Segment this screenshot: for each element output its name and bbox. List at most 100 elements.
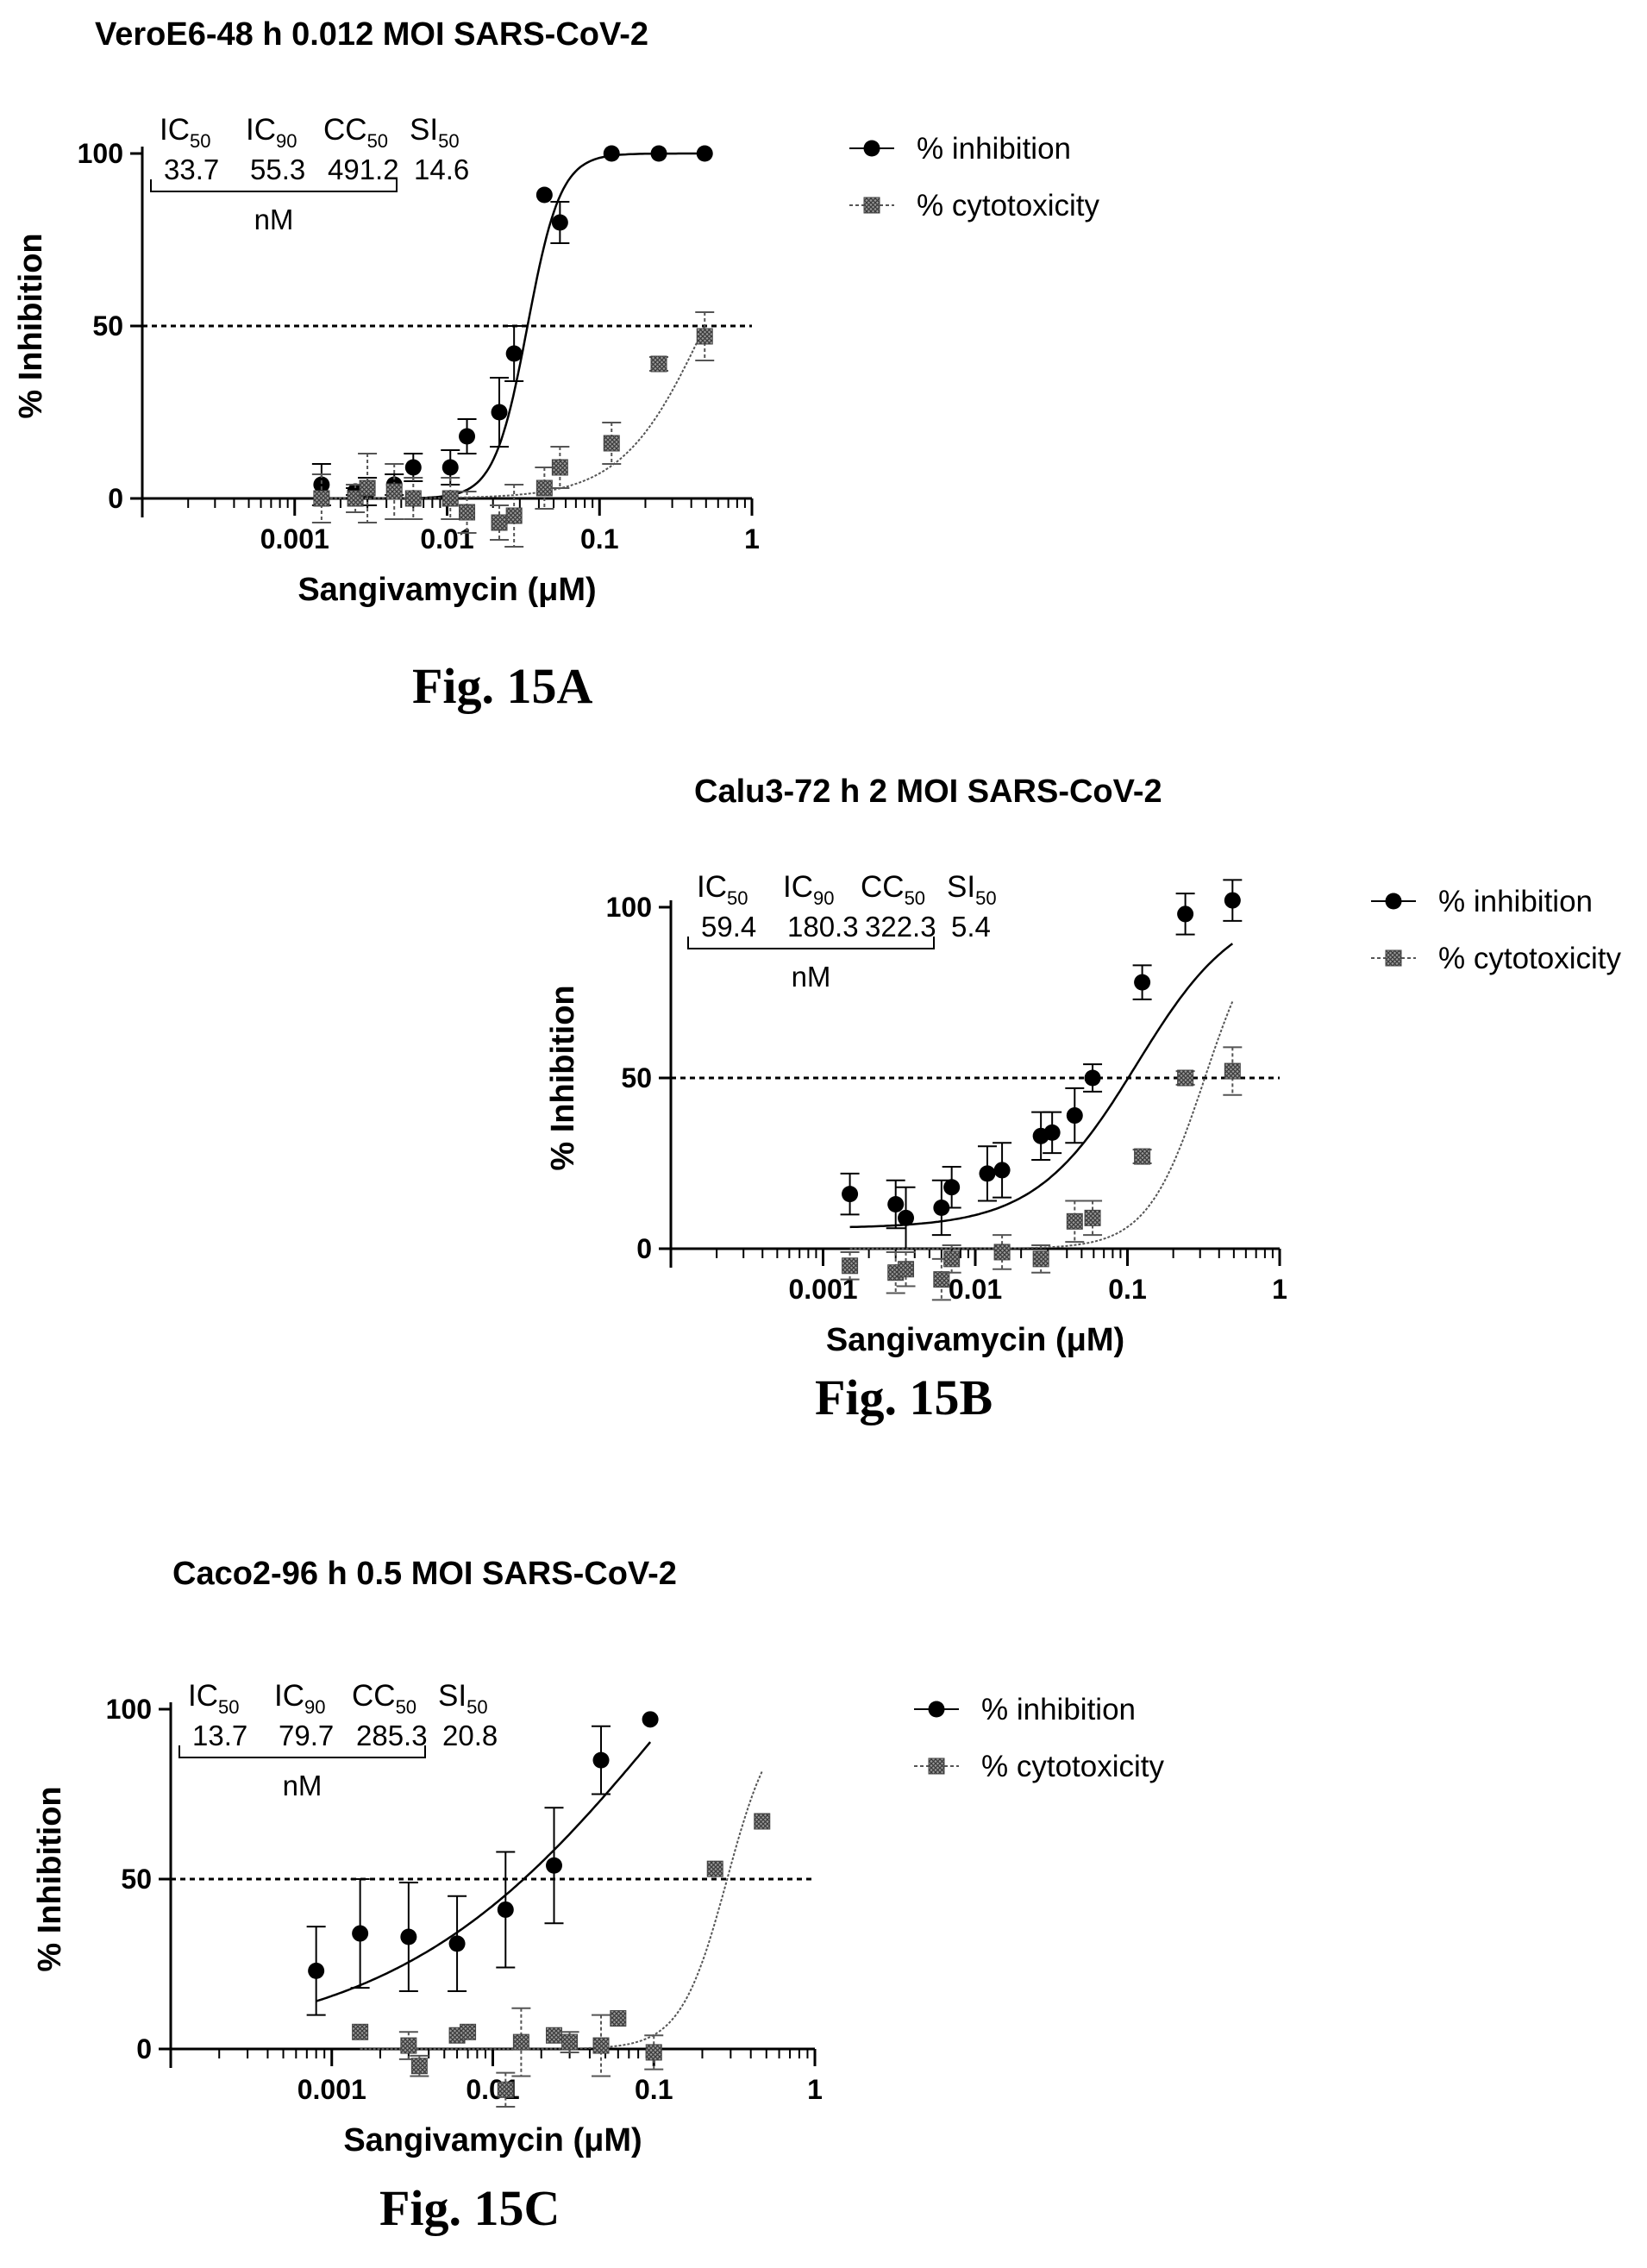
stat-header: CC50 [861, 870, 925, 909]
stat-header: SI50 [438, 1679, 488, 1718]
chart-title: VeroE6-48 h 0.012 MOI SARS-CoV-2 [95, 16, 648, 53]
stat-value: 322.3 [865, 911, 936, 943]
data-point-cytotoxicity [842, 1257, 859, 1275]
legend-marker-cytotoxicity [1385, 949, 1402, 967]
chart-title: Calu3-72 h 2 MOI SARS-CoV-2 [694, 774, 1162, 810]
fit-curve [849, 943, 1234, 1229]
stat-value: 33.7 [164, 153, 219, 185]
fit-curve [321, 325, 706, 499]
series-cytotoxicity [352, 1770, 771, 2108]
stat-header: SI50 [410, 113, 460, 152]
data-point-inhibition [842, 1186, 859, 1203]
x-tick-label: 0.1 [580, 523, 618, 554]
stat-header: IC50 [188, 1679, 239, 1718]
y-tick-label: 100 [78, 138, 123, 169]
stat-header: IC50 [697, 870, 748, 909]
data-point-cytotoxicity [592, 2037, 610, 2054]
stat-header: IC90 [274, 1679, 325, 1718]
data-point-cytotoxicity [404, 490, 422, 507]
data-point-cytotoxicity [650, 355, 667, 373]
legend-marker-cytotoxicity [928, 1757, 945, 1775]
stat-value: 13.7 [192, 1720, 247, 1751]
data-point-inhibition [491, 404, 508, 421]
data-point-inhibition [592, 1751, 610, 1769]
x-axis-title: Sangivamycin (μM) [297, 572, 596, 608]
data-point-inhibition [696, 145, 713, 162]
data-point-cytotoxicity [535, 479, 553, 497]
chart-15a: VeroE6-48 h 0.012 MOI SARS-CoV-2 0 50 100 0.… [13, 16, 1099, 714]
chart-title: Caco2-96 h 0.5 MOI SARS-CoV-2 [172, 1556, 677, 1592]
data-point-inhibition [352, 1925, 369, 1942]
stat-value: 5.4 [951, 911, 991, 943]
data-point-cytotoxicity [993, 1244, 1011, 1261]
data-point-inhibition [400, 1928, 417, 1945]
stat-header: CC50 [323, 113, 388, 152]
data-point-inhibition [1177, 905, 1194, 923]
legend-label: % cytotoxicity [1438, 942, 1621, 975]
series-cytotoxicity [311, 311, 715, 548]
y-tick-label: 0 [108, 483, 123, 514]
stat-value: 79.7 [279, 1720, 334, 1751]
stat-value: 59.4 [701, 911, 756, 943]
x-tick-label: 0.01 [420, 523, 473, 554]
stat-value: 285.3 [356, 1720, 428, 1751]
stats-bracket [150, 179, 398, 192]
chart-15b: Calu3-72 h 2 MOI SARS-CoV-2 0 50 100 0.001 0.… [545, 774, 1621, 1425]
stat-value: 55.3 [250, 153, 305, 185]
x-tick-label: 0.1 [635, 2074, 673, 2105]
data-point-inhibition [898, 1209, 915, 1226]
data-point-cytotoxicity [491, 514, 508, 531]
data-point-cytotoxicity [512, 2033, 529, 2051]
stats-bracket [687, 937, 935, 949]
x-tick-label: 1 [744, 523, 760, 554]
data-point-cytotoxicity [313, 490, 330, 507]
data-point-cytotoxicity [1084, 1209, 1101, 1226]
data-point-inhibition [546, 1857, 563, 1874]
data-point-inhibition [603, 145, 620, 162]
data-point-cytotoxicity [497, 2081, 514, 2098]
y-axis-title: % Inhibition [545, 985, 581, 1170]
data-point-cytotoxicity [385, 483, 403, 500]
y-tick-label: 50 [121, 1864, 152, 1895]
y-axis-title: % Inhibition [13, 233, 49, 418]
data-point-cytotoxicity [441, 490, 459, 507]
y-axis-title: % Inhibition [32, 1786, 68, 1971]
x-axis-title: Sangivamycin (μM) [343, 2122, 642, 2158]
x-tick-label: 0.001 [297, 2074, 366, 2105]
data-point-inhibition [313, 476, 330, 493]
x-axis-title: Sangivamycin (μM) [826, 1322, 1124, 1358]
data-point-inhibition [459, 428, 476, 445]
data-point-inhibition [642, 1711, 659, 1728]
x-tick-label: 0.001 [260, 523, 329, 554]
stat-value: 14.6 [414, 153, 469, 185]
data-point-inhibition [1043, 1124, 1061, 1141]
figure-caption: Fig. 15B [815, 1369, 993, 1425]
data-point-cytotoxicity [551, 459, 568, 476]
data-point-inhibition [404, 459, 422, 476]
data-point-inhibition [1134, 974, 1151, 991]
data-point-cytotoxicity [410, 2058, 428, 2075]
data-point-cytotoxicity [898, 1261, 915, 1278]
data-point-cytotoxicity [460, 2023, 477, 2040]
x-tick-label: 0.1 [1108, 1274, 1146, 1305]
x-tick-label: 1 [1272, 1274, 1287, 1305]
x-tick-label: 1 [807, 2074, 823, 2105]
stats-unit: nM [283, 1770, 323, 1801]
stat-value: 20.8 [442, 1720, 498, 1751]
legend-marker-inhibition [928, 1701, 945, 1718]
data-point-cytotoxicity [1066, 1212, 1083, 1230]
stat-header: CC50 [352, 1679, 416, 1718]
data-point-inhibition [650, 145, 667, 162]
y-tick-label: 0 [636, 1233, 652, 1264]
series-inhibition [311, 145, 713, 506]
x-tick-label: 0.001 [788, 1274, 857, 1305]
data-point-inhibition [441, 459, 459, 476]
data-point-inhibition [535, 186, 553, 204]
data-point-cytotoxicity [754, 1813, 771, 1830]
data-point-inhibition [308, 1962, 325, 1979]
data-point-cytotoxicity [603, 435, 620, 452]
data-point-cytotoxicity [610, 2010, 627, 2027]
series-cytotoxicity [840, 1001, 1243, 1301]
data-point-cytotoxicity [645, 2044, 662, 2061]
legend-label: % inhibition [1438, 885, 1593, 918]
